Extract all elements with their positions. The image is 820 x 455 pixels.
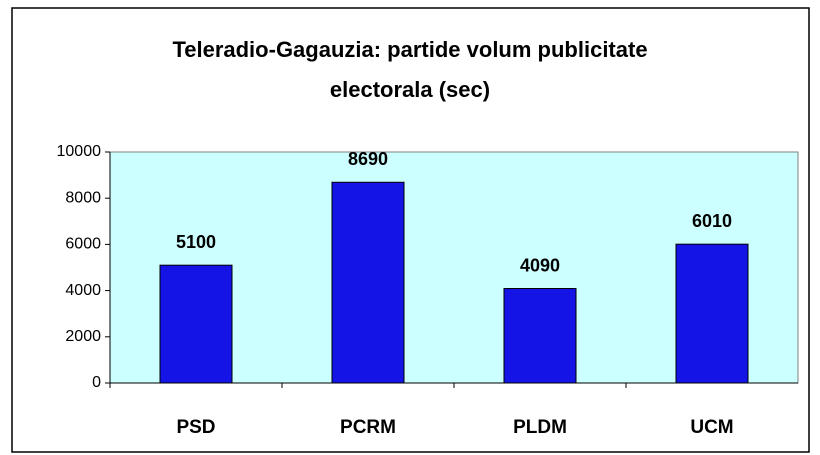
x-tick-label: PSD bbox=[176, 417, 215, 438]
y-tick-label: 4000 bbox=[65, 282, 101, 299]
y-tick-label: 2000 bbox=[65, 328, 101, 345]
y-tick-label: 10000 bbox=[57, 143, 102, 160]
x-tick-label: UCM bbox=[690, 417, 733, 438]
x-tick-label: PCRM bbox=[340, 417, 396, 438]
bar bbox=[503, 288, 577, 384]
y-tick-label: 8000 bbox=[65, 189, 101, 206]
x-tick-label: PLDM bbox=[513, 417, 567, 438]
bar bbox=[159, 264, 233, 384]
data-label: 5100 bbox=[176, 232, 216, 252]
bar bbox=[675, 243, 749, 384]
data-label: 4090 bbox=[520, 255, 560, 275]
data-label: 8690 bbox=[348, 149, 388, 169]
chart-title: Teleradio-Gagauzia: partide volum public… bbox=[172, 37, 648, 102]
bar bbox=[331, 181, 405, 384]
y-tick-label: 6000 bbox=[65, 236, 101, 253]
y-tick-label: 0 bbox=[92, 374, 101, 391]
data-label: 6010 bbox=[692, 211, 732, 231]
